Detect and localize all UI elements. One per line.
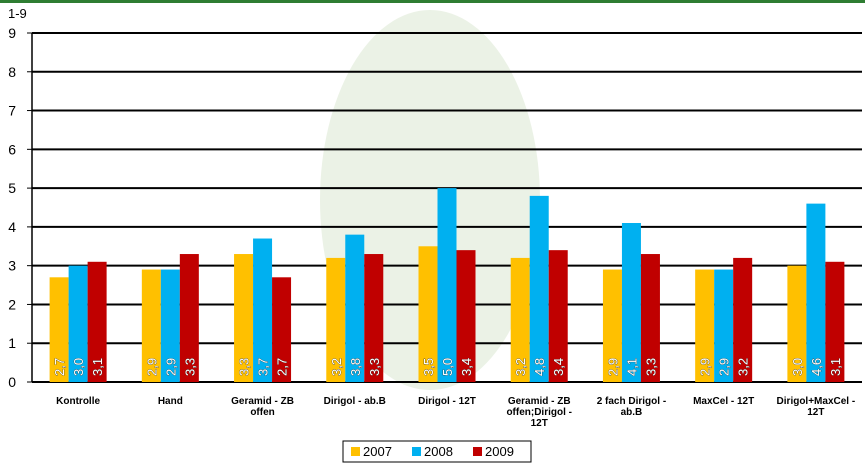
value-label: 3,8 (348, 358, 363, 376)
bar (345, 234, 365, 382)
value-label: 3,2 (329, 358, 344, 376)
value-label: 2,9 (163, 358, 178, 376)
value-label: 3,5 (421, 358, 436, 376)
bar (510, 257, 530, 382)
bar (68, 265, 88, 382)
bar (548, 250, 568, 382)
legend-label: 2009 (485, 444, 514, 459)
x-tick-label: Dirigol - ab.B (323, 396, 386, 407)
value-label: 2,7 (275, 358, 290, 376)
bar (141, 269, 161, 382)
y-tick-label: 8 (8, 64, 16, 80)
y-tick-label: 6 (8, 141, 16, 157)
bar (326, 257, 346, 382)
y-tick-label: 3 (8, 258, 16, 274)
value-label: 2,9 (717, 358, 732, 376)
value-label: 3,2 (736, 358, 751, 376)
x-tick-label: Dirigol - 12T (418, 396, 476, 407)
legend-label: 2007 (363, 444, 392, 459)
y-tick-label: 5 (8, 180, 16, 196)
bar (825, 261, 845, 382)
value-label: 2,7 (52, 358, 67, 376)
x-tick-label: Kontrolle (56, 396, 101, 407)
bar (640, 254, 660, 382)
value-label: 5,0 (440, 358, 455, 376)
x-tick-label: Dirigol+MaxCel - 12T (776, 396, 856, 418)
value-label: 4,6 (809, 358, 824, 376)
value-label: 3,3 (643, 358, 658, 376)
bar (456, 250, 476, 382)
bar (179, 254, 199, 382)
value-label: 3,7 (256, 358, 271, 376)
bar (87, 261, 107, 382)
bar (272, 277, 292, 382)
bar (253, 238, 273, 382)
bar (529, 195, 549, 382)
y-tick-label: 2 (8, 296, 16, 312)
legend-label: 2008 (424, 444, 453, 459)
y-tick-label: 7 (8, 103, 16, 119)
value-label: 3,3 (182, 358, 197, 376)
bar (714, 269, 734, 382)
legend-swatch (351, 447, 360, 456)
bar (234, 254, 254, 382)
bar (787, 265, 807, 382)
value-label: 3,1 (828, 358, 843, 376)
bar (621, 223, 641, 382)
value-label: 3,2 (513, 358, 528, 376)
x-tick-label: Geramid - ZB offen;Dirigol - 12T (506, 396, 572, 429)
value-label: 3,3 (237, 358, 252, 376)
y-tick-label: 9 (8, 25, 16, 41)
bar (418, 246, 438, 382)
value-label: 2,9 (144, 358, 159, 376)
legend-swatch (412, 447, 421, 456)
y-axis-label: 1-9 (8, 6, 27, 21)
bar (806, 203, 826, 382)
value-label: 3,4 (459, 358, 474, 376)
x-tick-label: MaxCel - 12T (693, 396, 755, 407)
bar (364, 254, 384, 382)
value-label: 3,4 (551, 358, 566, 376)
value-label: 2,9 (605, 358, 620, 376)
value-label: 3,0 (71, 358, 86, 376)
value-label: 4,1 (624, 358, 639, 376)
top-border (0, 0, 865, 3)
legend-box (342, 440, 532, 463)
legend-swatch (473, 447, 482, 456)
value-label: 3,3 (367, 358, 382, 376)
value-label: 3,0 (790, 358, 805, 376)
x-tick-label: Hand (157, 396, 183, 407)
bar (437, 188, 457, 382)
bar (160, 269, 180, 382)
value-label: 3,1 (90, 358, 105, 376)
x-tick-label: 2 fach Dirigol - ab.B (596, 396, 667, 418)
bar (602, 269, 622, 382)
bar (695, 269, 715, 382)
y-tick-label: 4 (8, 219, 16, 235)
y-tick-label: 1 (8, 335, 16, 351)
x-tick-label: Geramid - ZB offen (231, 396, 294, 418)
bar (733, 257, 753, 382)
bar (49, 277, 69, 382)
value-label: 2,9 (698, 358, 713, 376)
value-label: 4,8 (532, 358, 547, 376)
y-tick-label: 0 (8, 374, 16, 390)
